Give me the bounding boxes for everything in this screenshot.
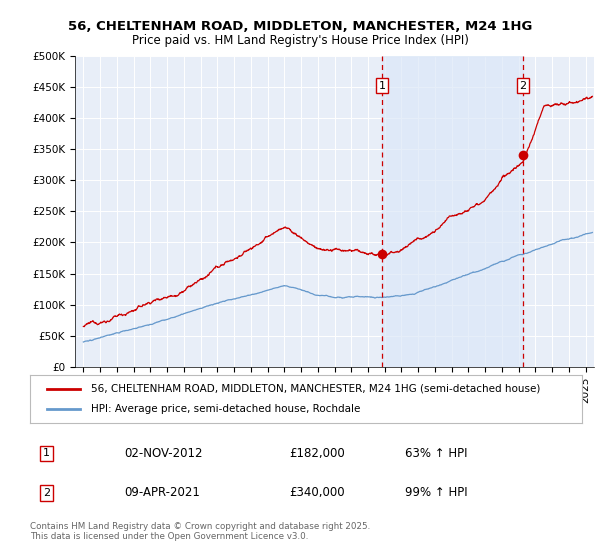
Text: 2: 2 (43, 488, 50, 498)
Text: 1: 1 (379, 81, 386, 91)
Text: Price paid vs. HM Land Registry's House Price Index (HPI): Price paid vs. HM Land Registry's House … (131, 34, 469, 46)
Text: £182,000: £182,000 (289, 447, 345, 460)
Text: 02-NOV-2012: 02-NOV-2012 (124, 447, 202, 460)
Text: 99% ↑ HPI: 99% ↑ HPI (406, 487, 468, 500)
Text: 56, CHELTENHAM ROAD, MIDDLETON, MANCHESTER, M24 1HG: 56, CHELTENHAM ROAD, MIDDLETON, MANCHEST… (68, 20, 532, 32)
Text: HPI: Average price, semi-detached house, Rochdale: HPI: Average price, semi-detached house,… (91, 404, 360, 414)
Text: 2: 2 (520, 81, 527, 91)
Text: 63% ↑ HPI: 63% ↑ HPI (406, 447, 468, 460)
Text: 56, CHELTENHAM ROAD, MIDDLETON, MANCHESTER, M24 1HG (semi-detached house): 56, CHELTENHAM ROAD, MIDDLETON, MANCHEST… (91, 384, 540, 394)
Bar (382, 56, 523, 367)
Text: 1: 1 (43, 449, 50, 459)
Text: £340,000: £340,000 (289, 487, 345, 500)
Text: Contains HM Land Registry data © Crown copyright and database right 2025.
This d: Contains HM Land Registry data © Crown c… (30, 522, 370, 542)
Text: 09-APR-2021: 09-APR-2021 (124, 487, 200, 500)
